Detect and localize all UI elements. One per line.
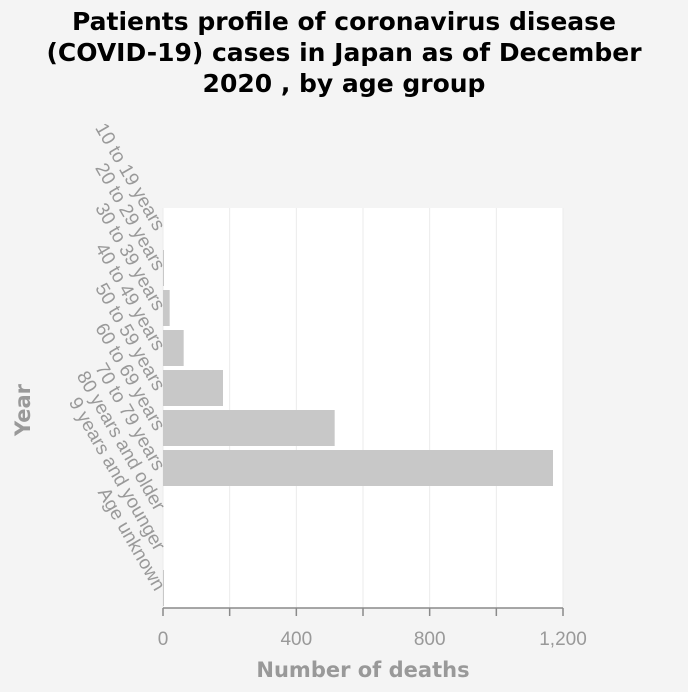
- x-axis-title: Number of deaths: [256, 658, 469, 682]
- x-ticks: 0 400 800 1,200: [158, 608, 587, 650]
- bar: [163, 410, 335, 446]
- bar: [163, 570, 164, 606]
- chart-title-line-2: (COVID-19) cases in Japan as of December: [46, 38, 642, 67]
- bar: [163, 450, 553, 486]
- bar: [163, 370, 223, 406]
- bar: [163, 330, 184, 366]
- bars: [163, 250, 553, 606]
- chart-title-line-1: Patients profile of coronavirus disease: [72, 7, 616, 36]
- x-tick-label: 800: [414, 629, 446, 650]
- x-tick-label: 400: [280, 629, 312, 650]
- chart-title-line-3: 2020 , by age group: [203, 69, 486, 98]
- bar: [163, 250, 164, 286]
- x-tick-label: 1,200: [539, 629, 587, 650]
- y-axis-title: Year: [11, 383, 35, 437]
- bar: [163, 290, 170, 326]
- x-tick-label: 0: [158, 629, 169, 650]
